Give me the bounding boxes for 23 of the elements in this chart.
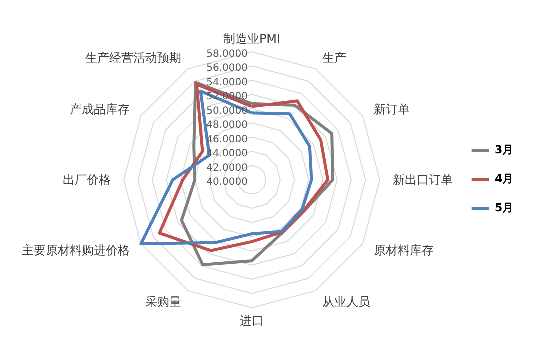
y-tick-label: 42.0000	[206, 162, 248, 174]
spoke-label: 原材料库存	[374, 243, 434, 258]
legend-label: 5月	[495, 202, 514, 214]
legend-label: 4月	[495, 172, 514, 186]
y-tick-label: 48.0000	[206, 120, 248, 132]
legend-label: 3月	[495, 144, 514, 156]
y-tick-label: 56.0000	[206, 63, 248, 74]
spoke-label: 出厂价格	[63, 173, 112, 187]
y-tick-label: 58.0000	[206, 49, 248, 60]
y-tick-label: 40.0000	[206, 177, 248, 188]
spoke-label: 新出口订单	[392, 173, 453, 187]
y-tick-label: 50.0000	[206, 106, 248, 117]
spoke-label: 新订单	[374, 102, 410, 117]
y-tick-label: 52.0000	[206, 92, 248, 103]
spoke-label: 从业人员	[322, 294, 370, 309]
spoke-label: 生产经营活动预期	[86, 51, 182, 66]
spoke-label: 主要原材料购进价格	[22, 243, 130, 258]
spoke-label: 采购量	[146, 294, 182, 309]
spoke-label: 制造业PMI	[223, 32, 281, 46]
spoke-label: 生产	[322, 51, 346, 66]
y-tick-label: 54.0000	[206, 77, 248, 88]
spoke-label: 产成品库存	[70, 102, 130, 117]
spoke-label: 进口	[240, 314, 264, 328]
